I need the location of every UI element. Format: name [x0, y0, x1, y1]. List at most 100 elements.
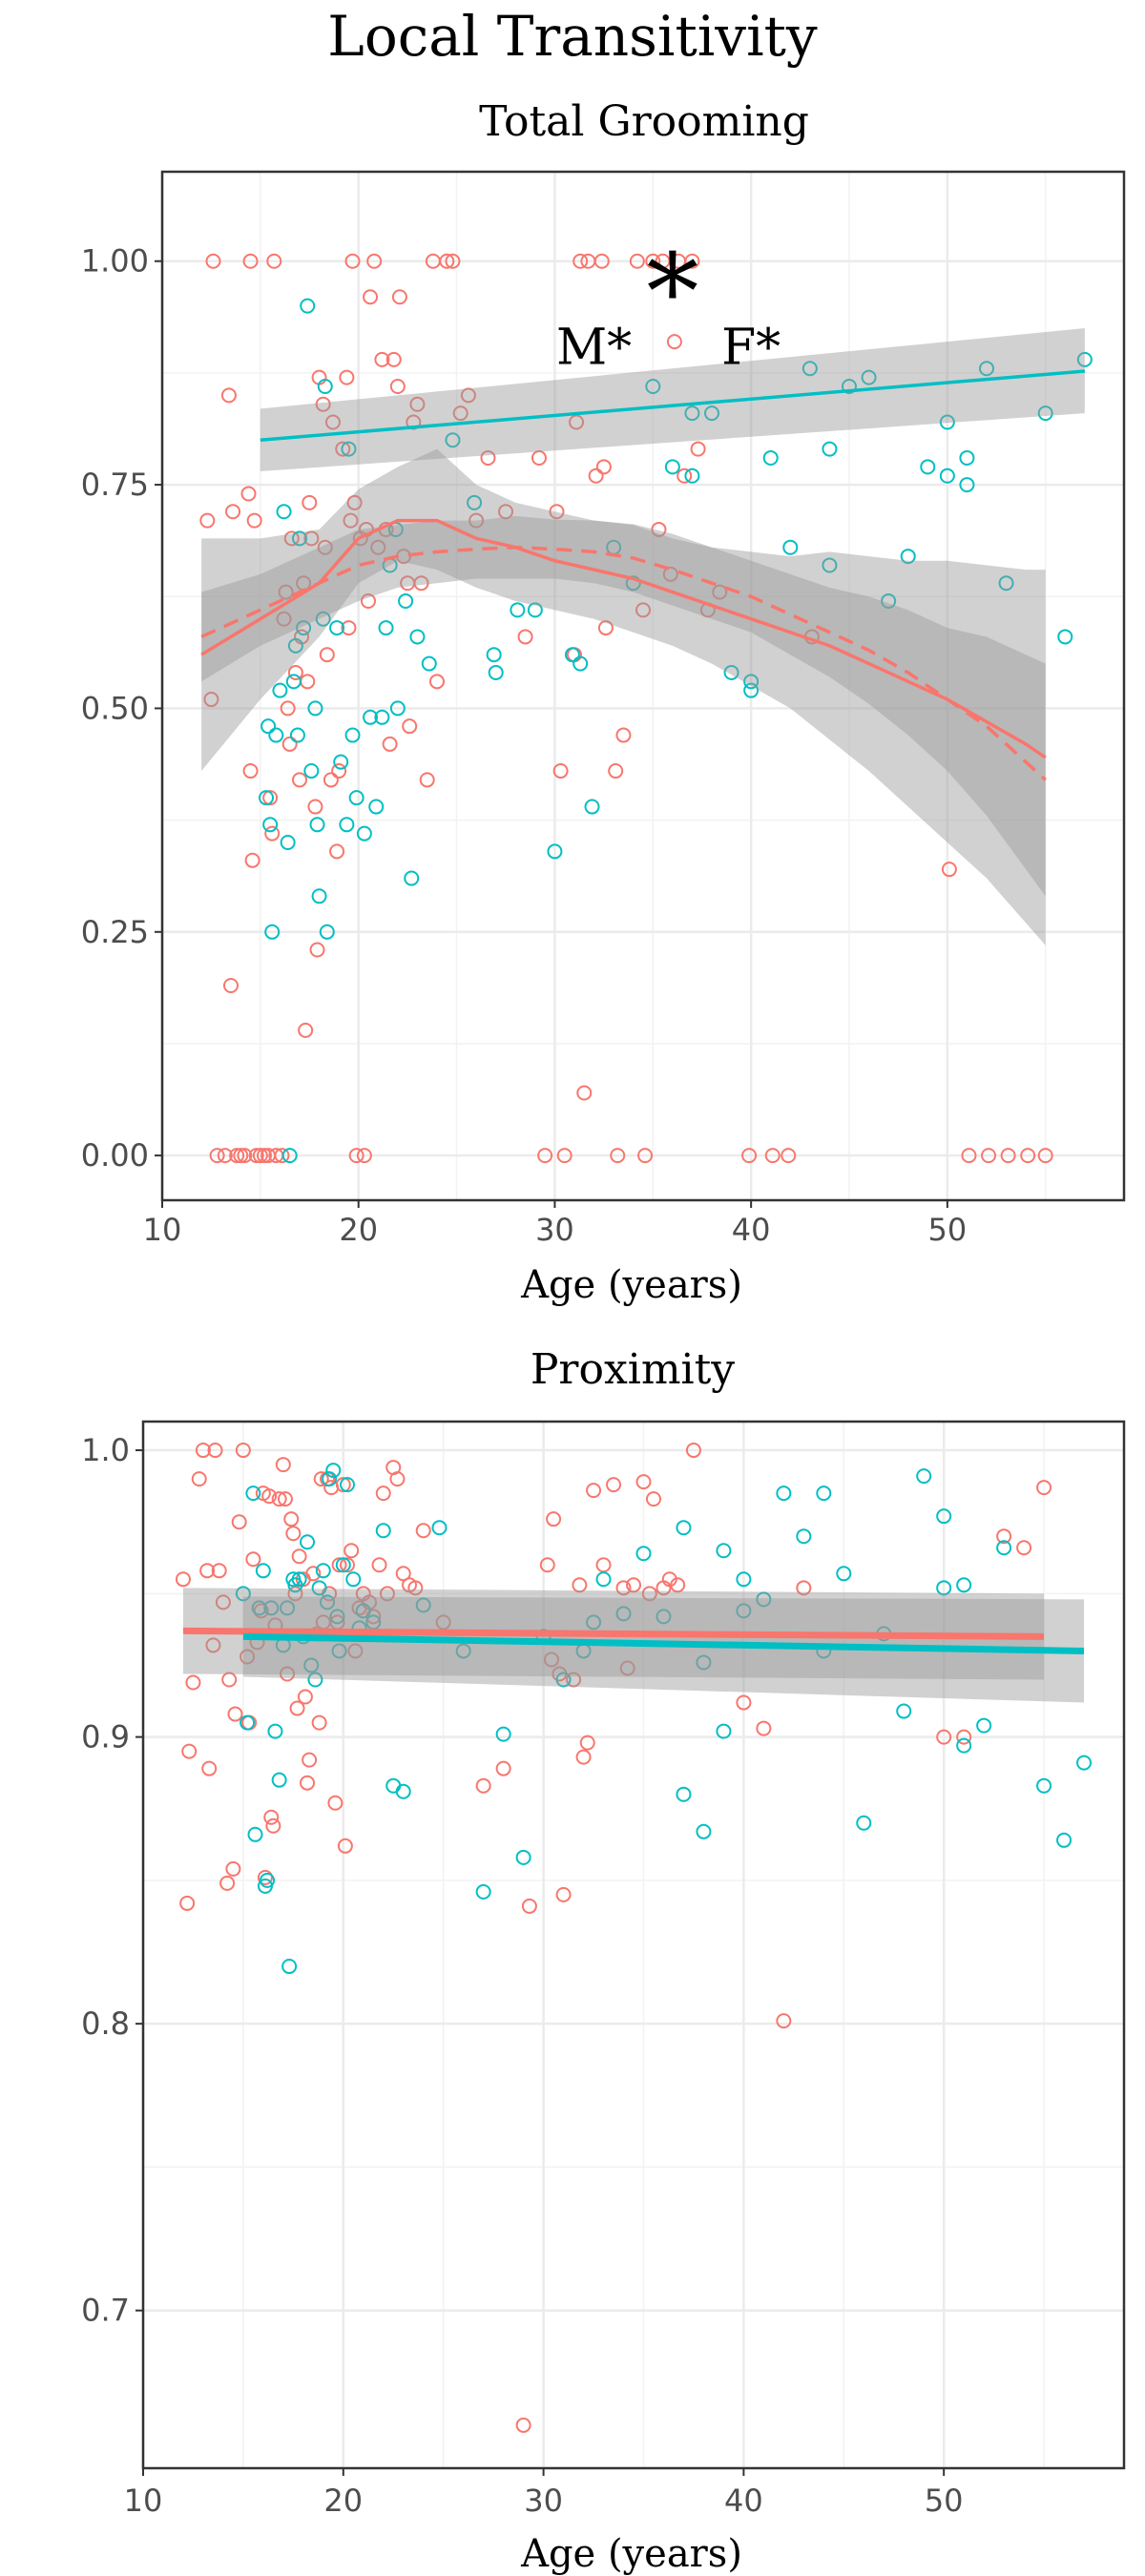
data-point: [209, 1148, 225, 1164]
data-point: [366, 253, 383, 269]
data-point: [549, 504, 565, 520]
data-point: [344, 1543, 360, 1559]
data-point: [339, 1557, 355, 1573]
data-point: [656, 1609, 672, 1625]
series-1-points: [235, 1463, 1093, 1975]
data-point: [842, 378, 857, 394]
data-point: [215, 1594, 231, 1610]
data-point: [976, 1717, 992, 1734]
data-point: [385, 1777, 402, 1794]
data-point: [211, 1563, 227, 1579]
data-point: [956, 1729, 972, 1745]
data-point: [900, 549, 916, 565]
data-point: [233, 1148, 249, 1164]
data-point: [311, 1714, 327, 1731]
data-point: [629, 253, 645, 269]
data-point: [264, 825, 281, 841]
data-point: [1037, 1148, 1053, 1164]
data-point: [237, 1148, 253, 1164]
data-point: [343, 512, 359, 529]
confidence-band-0: [201, 448, 1046, 945]
data-point: [1057, 629, 1073, 645]
data-point: [569, 414, 585, 430]
data-point: [664, 459, 680, 475]
data-point: [756, 1591, 772, 1608]
data-point: [555, 1672, 572, 1688]
data-point: [239, 1714, 256, 1731]
data-point: [281, 736, 298, 752]
data-point: [347, 1643, 364, 1659]
data-point: [240, 486, 257, 502]
data-point: [271, 1491, 287, 1507]
data-point: [320, 1594, 336, 1610]
data-point: [579, 1735, 595, 1751]
data-point: [268, 727, 284, 743]
data-point: [361, 592, 376, 609]
data-point: [255, 1563, 271, 1579]
data-point: [635, 1474, 652, 1490]
data-point: [495, 1726, 511, 1742]
confidence-band-dashed: [201, 515, 1046, 897]
data-point: [936, 1729, 952, 1745]
data-point: [421, 655, 437, 672]
data-point: [402, 718, 418, 735]
data-point: [776, 2013, 792, 2029]
data-point: [615, 727, 632, 743]
data-point: [311, 888, 327, 904]
data-point: [836, 1566, 852, 1582]
fit-line-1: [260, 369, 1086, 442]
data-point: [280, 1666, 296, 1682]
data-point: [219, 1875, 236, 1891]
data-point: [468, 512, 485, 529]
data-point: [324, 414, 341, 430]
data-point: [227, 1706, 243, 1722]
data-point: [736, 1694, 752, 1711]
data-point: [961, 1148, 977, 1164]
y-tick-label: 0.00: [81, 1137, 149, 1174]
x-tick-label: 40: [732, 1212, 771, 1248]
data-point: [696, 1654, 712, 1671]
data-point: [231, 1514, 247, 1530]
data-point: [1036, 1480, 1052, 1496]
data-point: [939, 467, 955, 484]
data-point: [1076, 351, 1093, 367]
data-point: [429, 674, 445, 690]
data-point: [475, 1777, 491, 1794]
data-point: [431, 1520, 448, 1536]
data-point: [229, 1148, 245, 1164]
data-point: [395, 1783, 411, 1799]
data-point: [404, 870, 420, 886]
data-point: [379, 1586, 395, 1602]
data-point: [956, 1737, 972, 1754]
data-point: [280, 700, 296, 717]
data-point: [515, 2417, 531, 2433]
data-point: [344, 253, 361, 269]
x-tick-label: 10: [143, 1212, 182, 1248]
figure-title: Local Transitivity: [327, 4, 818, 69]
data-point: [331, 1643, 347, 1659]
data-point: [575, 1749, 592, 1765]
data-point: [615, 1606, 632, 1622]
data-point: [262, 790, 279, 806]
data-point: [203, 692, 219, 708]
data-point: [266, 253, 282, 269]
data-point: [676, 1520, 692, 1536]
y-tick-label: 0.50: [81, 690, 149, 726]
data-point: [264, 924, 281, 940]
data-point: [285, 1526, 302, 1542]
data-point: [398, 592, 414, 609]
data-point: [822, 441, 838, 457]
data-point: [409, 396, 426, 412]
data-point: [374, 351, 390, 367]
grid: [160, 172, 1124, 1200]
data-point: [510, 602, 526, 618]
data-point: [743, 674, 760, 690]
data-point: [267, 1723, 283, 1739]
data-point: [391, 289, 407, 305]
data-point: [690, 441, 706, 457]
data-point: [296, 620, 312, 636]
data-point: [345, 1571, 362, 1588]
data-point: [181, 1743, 198, 1759]
data-point: [626, 1577, 641, 1593]
data-point: [291, 1548, 307, 1565]
